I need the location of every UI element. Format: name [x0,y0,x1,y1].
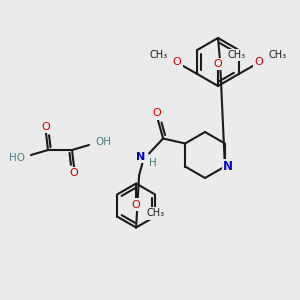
Text: O: O [153,109,161,118]
Text: N: N [223,160,233,173]
Text: N: N [136,152,146,161]
Text: O: O [132,200,140,209]
Text: O: O [70,168,78,178]
Text: O: O [254,57,263,67]
Text: CH₃: CH₃ [146,208,164,218]
Text: H: H [149,158,157,169]
Text: O: O [173,57,182,67]
Text: CH₃: CH₃ [269,50,287,60]
Text: CH₃: CH₃ [149,50,167,60]
Text: O: O [42,122,50,132]
Text: O: O [214,59,222,69]
Text: HO: HO [9,153,25,163]
Text: CH₃: CH₃ [228,50,246,60]
Text: OH: OH [95,137,111,147]
